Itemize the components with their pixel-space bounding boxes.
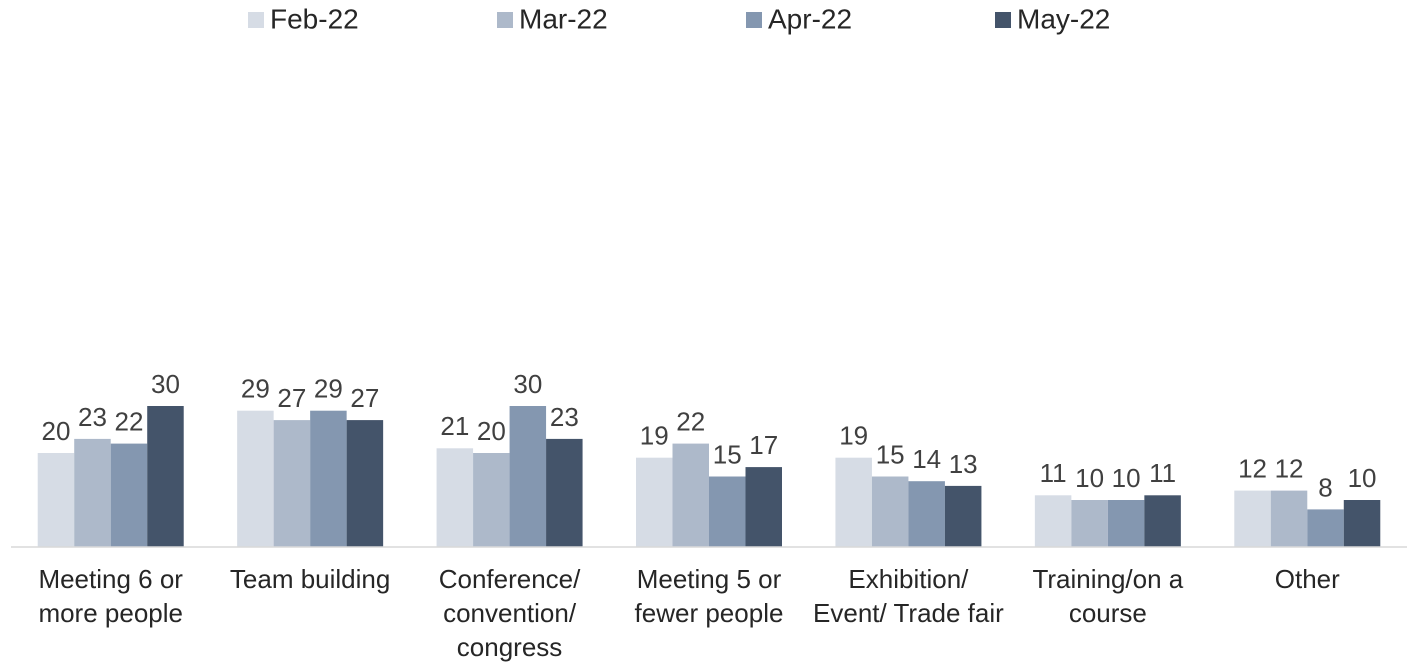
x-tick-label: Conference/ convention/ congress (438, 564, 581, 662)
data-label: 19 (640, 421, 669, 451)
x-tick-label: Other (1274, 564, 1340, 594)
bar (74, 438, 111, 547)
legend-swatch (995, 12, 1011, 28)
bar (1343, 500, 1381, 547)
legend-swatch (746, 12, 762, 28)
bar (1107, 500, 1145, 547)
x-tick-label: Exhibition/ Event/ Trade fair (813, 564, 1004, 628)
bar (509, 406, 547, 547)
data-label: 12 (1238, 453, 1267, 483)
data-label: 30 (151, 369, 180, 399)
data-label: 8 (1318, 472, 1332, 502)
bar (147, 406, 184, 547)
data-label: 10 (1075, 463, 1104, 493)
legend-label: May-22 (1017, 3, 1110, 34)
bar (37, 453, 75, 547)
data-label: 29 (241, 374, 270, 404)
data-label: 10 (1348, 463, 1377, 493)
bar (672, 443, 709, 547)
x-tick-label: Team building (229, 564, 391, 594)
data-label: 29 (314, 374, 343, 404)
bar (273, 420, 311, 547)
bar (1270, 490, 1308, 547)
bar (310, 410, 347, 547)
bar (346, 420, 384, 547)
data-label: 27 (350, 383, 379, 413)
data-label: 19 (839, 421, 868, 451)
data-label: 13 (949, 449, 978, 479)
bar (1034, 495, 1072, 547)
bar (871, 476, 909, 547)
bar (546, 438, 583, 547)
legend-label: Feb-22 (270, 3, 359, 34)
bar (709, 476, 746, 547)
x-tick-label: Meeting 6 or more people (38, 564, 183, 628)
data-label: 20 (477, 416, 506, 446)
data-label: 11 (1149, 458, 1176, 488)
data-label: 17 (749, 430, 778, 460)
bar (835, 457, 872, 547)
bar (1234, 490, 1271, 547)
bar (1071, 500, 1108, 547)
bar (473, 453, 510, 547)
data-label: 23 (550, 402, 579, 432)
legend-label: Apr-22 (768, 3, 852, 34)
data-label: 15 (713, 439, 742, 469)
bar (944, 485, 982, 547)
bar (1144, 495, 1181, 547)
data-label: 22 (676, 406, 705, 436)
legend-swatch (248, 12, 264, 28)
data-label: 27 (277, 383, 306, 413)
bar (237, 410, 274, 547)
data-label: 21 (440, 411, 469, 441)
bar (436, 448, 474, 547)
bar (636, 457, 673, 547)
data-label: 30 (513, 369, 542, 399)
bar (1307, 509, 1344, 547)
data-label: 20 (42, 416, 71, 446)
data-label: 15 (876, 439, 905, 469)
data-label: 22 (115, 406, 144, 436)
data-label: 11 (1040, 458, 1067, 488)
x-tick-label: Meeting 5 or fewer people (634, 564, 784, 628)
bar (745, 467, 782, 547)
bar (908, 481, 945, 547)
legend-label: Mar-22 (519, 3, 608, 34)
data-label: 23 (78, 402, 107, 432)
x-tick-label: Training/on a course (1032, 564, 1184, 628)
data-label: 12 (1275, 453, 1304, 483)
data-label: 10 (1112, 463, 1141, 493)
bar (110, 443, 148, 547)
data-label: 14 (912, 444, 941, 474)
legend-swatch (497, 12, 513, 28)
